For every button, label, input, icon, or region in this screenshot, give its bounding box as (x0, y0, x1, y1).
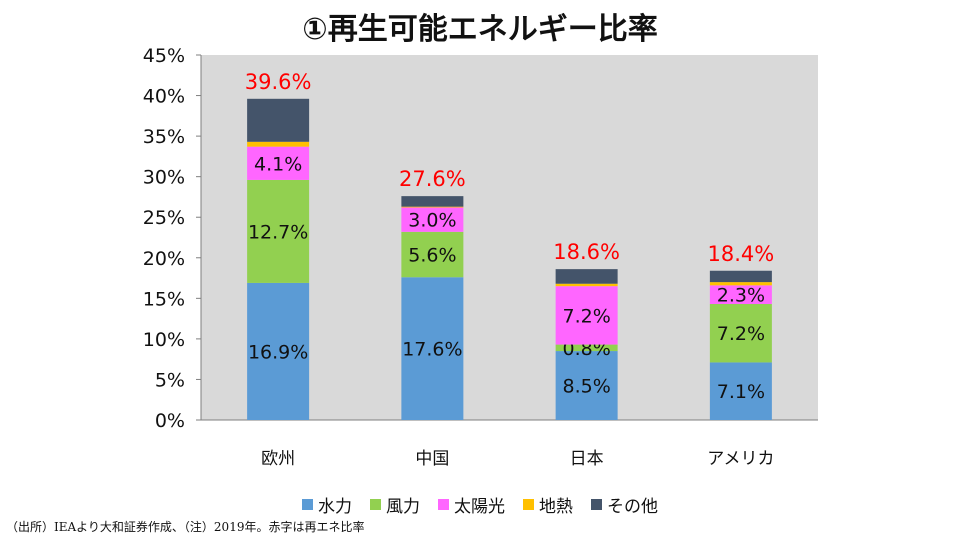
y-tick-label: 45% (143, 45, 185, 67)
y-tick-label: 30% (143, 167, 185, 189)
x-tick-label: 中国 (415, 449, 449, 469)
bar-segment (401, 277, 464, 420)
bar-segment (247, 282, 310, 420)
bar-segment (555, 344, 618, 352)
legend-item: 水力 (302, 492, 352, 517)
y-tick-label: 0% (155, 410, 185, 432)
footnote: （出所）IEAより大和証券作成、（注）2019年。赤字は再エネ比率 (6, 520, 365, 534)
bar-segment (555, 283, 618, 287)
data-label: 7.2% (717, 323, 765, 345)
data-label: 8.5% (562, 376, 610, 398)
total-label: 18.6% (553, 240, 620, 264)
bar-segment (401, 206, 464, 208)
data-label: 2.3% (717, 285, 765, 307)
data-label: 17.6% (402, 339, 462, 361)
legend-swatch (591, 499, 602, 510)
legend-item: その他 (591, 492, 658, 517)
bar-segment (709, 362, 772, 420)
bar-segment (555, 269, 618, 284)
bar-segment (709, 270, 772, 283)
legend-label: 地熱 (539, 497, 573, 517)
legend-swatch (302, 499, 313, 510)
legend-label: 風力 (386, 497, 420, 517)
bar-segment (401, 207, 464, 232)
bar-segment (555, 351, 618, 420)
total-label: 18.4% (708, 242, 775, 266)
data-label: 16.9% (248, 341, 308, 363)
y-tick-label: 15% (143, 288, 185, 310)
data-label: 4.1% (254, 153, 302, 175)
y-tick-label: 25% (143, 207, 185, 229)
x-tick-label: アメリカ (707, 449, 774, 469)
data-label: 12.7% (248, 221, 308, 243)
legend: 水力 風力 太陽光 地熱 その他 (0, 492, 960, 517)
data-label: 7.2% (562, 305, 610, 327)
y-tick-label: 35% (143, 126, 185, 148)
legend-swatch (438, 499, 449, 510)
y-tick-label: 10% (143, 329, 185, 351)
legend-label: その他 (607, 497, 658, 517)
bar-segment (401, 231, 464, 278)
total-label: 39.6% (245, 70, 312, 94)
bar-segment (247, 141, 310, 147)
y-tick-label: 40% (143, 86, 185, 108)
legend-label: 水力 (318, 497, 352, 517)
legend-item: 地熱 (523, 492, 573, 517)
legend-item: 風力 (370, 492, 420, 517)
y-tick-label: 20% (143, 248, 185, 270)
chart-title: ①再生可能エネルギー比率 (302, 12, 658, 47)
data-label: 5.6% (408, 245, 456, 267)
bar-segment (247, 179, 310, 283)
legend-item: 太陽光 (438, 492, 505, 517)
total-label: 27.6% (399, 167, 466, 191)
legend-swatch (523, 499, 534, 510)
bar-segment (709, 282, 772, 286)
x-tick-label: 日本 (570, 449, 604, 469)
data-label: 3.0% (408, 210, 456, 232)
bar-segment (709, 304, 772, 363)
y-tick-label: 5% (155, 369, 185, 391)
bar-segment (401, 196, 464, 207)
bar-segment (247, 146, 310, 180)
legend-label: 太陽光 (454, 497, 505, 517)
legend-swatch (370, 499, 381, 510)
bar-segment (247, 98, 310, 142)
bar-segment (555, 286, 618, 345)
bar-segment (709, 285, 772, 305)
x-tick-label: 欧州 (261, 449, 295, 469)
data-label: 7.1% (717, 381, 765, 403)
